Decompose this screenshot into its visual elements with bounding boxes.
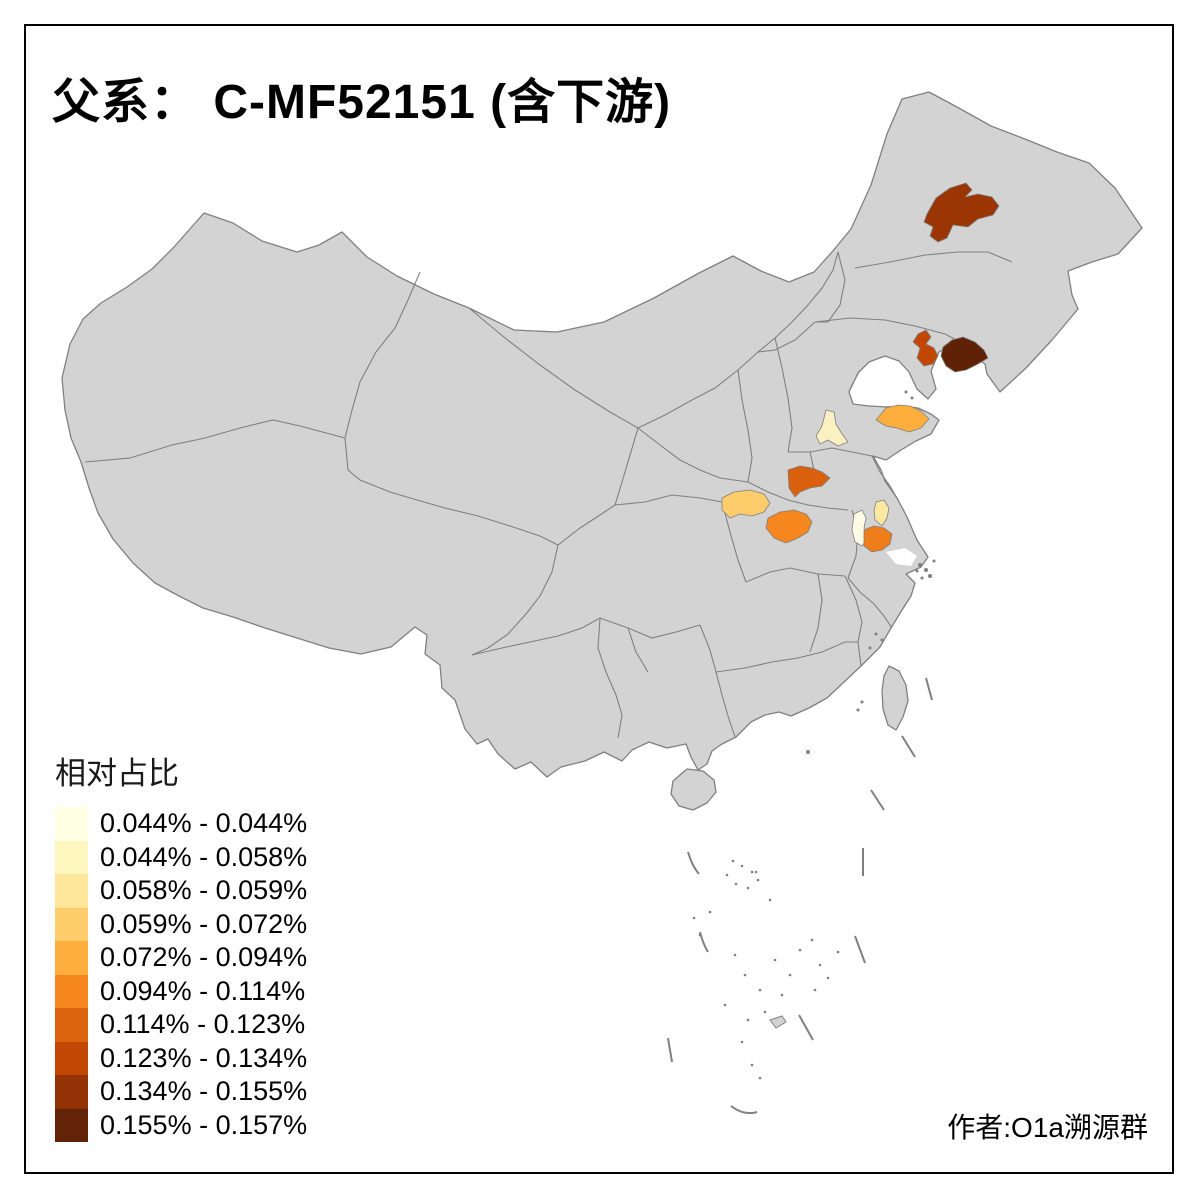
- legend-label-2: 0.058% - 0.059%: [100, 875, 308, 906]
- legend-swatch-9: [55, 1108, 88, 1142]
- legend-item-4: 0.072% - 0.094%: [55, 941, 307, 975]
- legend-rows: 0.044% - 0.044% 0.044% - 0.058% 0.058% - 0…: [55, 807, 307, 1142]
- legend-item-3: 0.059% - 0.072%: [55, 907, 308, 941]
- taihu-lake: [886, 548, 917, 566]
- legend-swatch-8: [55, 1075, 88, 1109]
- legend-title: 相对占比: [55, 756, 179, 791]
- region-shandong-peninsula-area: [875, 404, 930, 433]
- region-hubei-north-area: [765, 509, 813, 544]
- region-northeast-harbin-area: [923, 182, 1000, 243]
- legend-item-0: 0.044% - 0.044%: [55, 807, 307, 841]
- region-liaoning-east-coastal-area: [940, 336, 989, 373]
- legend-swatch-7: [55, 1041, 88, 1075]
- region-anhui-central-orange-area: [863, 525, 893, 553]
- legend-swatch-0: [55, 807, 88, 841]
- legend-label-0: 0.044% - 0.044%: [100, 808, 308, 839]
- taiwan-island: [881, 665, 909, 731]
- legend-label-1: 0.044% - 0.058%: [100, 841, 308, 872]
- province-borders: [84, 251, 1013, 739]
- map-title: 父系： C-MF52151 (含下游): [52, 76, 672, 129]
- legend-label-4: 0.072% - 0.094%: [100, 942, 308, 973]
- legend-item-8: 0.134% - 0.155%: [55, 1075, 307, 1109]
- legend-swatch-5: [55, 974, 88, 1008]
- legend-label-7: 0.123% - 0.134%: [100, 1042, 308, 1073]
- region-anhui-north-yellow-area: [873, 499, 890, 527]
- legend-label-9: 0.155% - 0.157%: [100, 1109, 308, 1140]
- legend-swatch-1: [55, 840, 88, 874]
- legend-item-9: 0.155% - 0.157%: [55, 1108, 308, 1142]
- legend-swatch-2: [55, 874, 88, 908]
- legend-swatch-3: [55, 907, 88, 941]
- legend: 相对占比 0.044% - 0.044% 0.044% - 0.058% 0.058…: [55, 748, 307, 1142]
- region-henan-southeast-area: [787, 465, 831, 498]
- region-shandong-central-area: [815, 409, 849, 447]
- legend-item-1: 0.044% - 0.058%: [55, 840, 308, 874]
- region-liaoning-west-area: [912, 329, 939, 367]
- legend-label-3: 0.059% - 0.072%: [100, 908, 308, 939]
- legend-swatch-4: [55, 941, 88, 975]
- legend-label-5: 0.094% - 0.114%: [100, 975, 306, 1006]
- legend-swatch-6: [55, 1008, 88, 1042]
- legend-item-2: 0.058% - 0.059%: [55, 874, 307, 908]
- legend-label-8: 0.134% - 0.155%: [100, 1076, 308, 1107]
- region-shaanxi-south-area: [721, 489, 771, 519]
- legend-item-6: 0.114% - 0.123%: [55, 1008, 307, 1042]
- hainan-island: [670, 768, 717, 811]
- legend-item-7: 0.123% - 0.134%: [55, 1041, 308, 1075]
- legend-item-5: 0.094% - 0.114%: [55, 974, 307, 1008]
- author-credit: 作者:O1a溯源群: [947, 1112, 1148, 1143]
- sea-islands-and-dashes: [667, 390, 936, 1115]
- legend-label-6: 0.114% - 0.123%: [100, 1009, 306, 1040]
- mainland-outline: [61, 91, 1143, 778]
